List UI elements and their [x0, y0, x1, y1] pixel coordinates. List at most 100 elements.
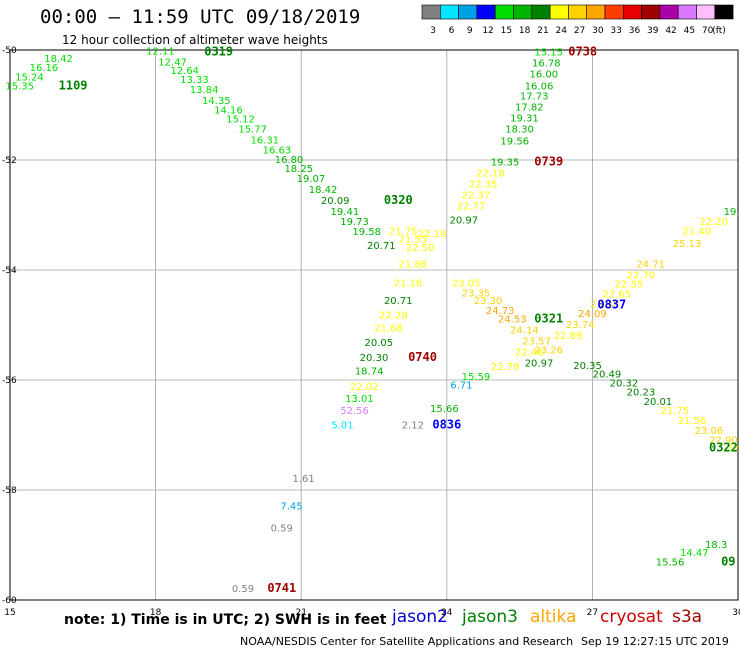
wave-height-label: 6.71	[450, 380, 472, 391]
track-0321: 23.0523.3523.3024.7324.5324.1423.5723.26…	[452, 279, 740, 455]
wave-height-label: 20.23	[627, 387, 656, 398]
wave-height-label: 16.63	[263, 145, 292, 156]
y-tick-label: -56	[2, 376, 17, 386]
x-tick-label: 15	[4, 608, 15, 618]
wave-height-label: 16.31	[250, 136, 279, 147]
wave-height-label: 20.49	[593, 369, 622, 380]
legend-label: 27	[574, 26, 585, 36]
wave-height-label: 18.42	[44, 54, 73, 65]
wave-height-label: 20.01	[644, 397, 673, 408]
x-tick-label: 30	[732, 608, 740, 618]
wave-height-label: 18.74	[355, 367, 384, 378]
wave-height-label: 23.06	[695, 426, 724, 437]
legend-label: 9	[467, 26, 473, 36]
wave-height-label: 15.24	[15, 72, 44, 83]
wave-height-label: 19.41	[331, 207, 360, 218]
wave-height-label: 12.64	[170, 66, 199, 77]
satellite-s3a: s3a	[672, 607, 703, 627]
pass-time-label: 0837	[597, 298, 626, 312]
wave-height-label: 22.77	[457, 202, 486, 213]
wave-height-label: 20.97	[525, 358, 554, 369]
wave-height-label: 5.01	[331, 420, 353, 431]
wave-height-label: 20.71	[367, 241, 396, 252]
legend-swatch	[714, 4, 734, 20]
wave-height-label: 0.59	[271, 523, 293, 534]
legend-label: 24	[556, 26, 568, 36]
wave-height-label: 2.12	[402, 420, 424, 431]
wave-height-label: 19.58	[352, 227, 381, 238]
footer-note: note: 1) Time is in UTC; 2) SWH is in fe…	[64, 612, 387, 628]
wave-height-label: 25.13	[673, 239, 702, 250]
wave-height-label: 7.45	[280, 501, 302, 512]
satellite-jason3: jason3	[462, 607, 518, 627]
x-tick-label: 27	[587, 608, 598, 618]
legend-label: 42	[665, 26, 676, 36]
x-tick-label: 21	[295, 608, 306, 618]
wave-height-label: 22.05	[726, 444, 740, 455]
legend-label: 12	[482, 26, 493, 36]
legend-unit: (ft)	[712, 26, 726, 36]
pass-time-label: 0740	[408, 350, 437, 364]
wave-height-label: 20.09	[321, 196, 350, 207]
wave-height-label: 22.70	[627, 270, 656, 281]
wave-height-label: 24.73	[486, 306, 515, 317]
page-subtitle: 12 hour collection of altimeter wave hei…	[62, 33, 328, 47]
legend-label: 3	[430, 26, 436, 36]
wave-height-label: 22.79	[491, 362, 520, 373]
wave-height-label: 21.18	[394, 279, 423, 290]
wave-height-label: 52.56	[340, 406, 369, 417]
track-0741: 1.61 7.45 0.59 0.59 0741	[232, 474, 315, 595]
plot-frame	[9, 49, 739, 601]
wave-height-label: 24.14	[510, 325, 539, 336]
wave-height-label: 18.30	[505, 125, 534, 136]
wave-height-label: 21.56	[678, 416, 707, 427]
pass-time-label: 0322	[709, 441, 738, 455]
legend-label: 15	[501, 26, 512, 36]
wave-height-label: 15.56	[656, 557, 685, 568]
wave-height-label: 20.35	[573, 361, 602, 372]
y-tick-label: -52	[2, 156, 17, 166]
legend-label: 33	[610, 26, 621, 36]
wave-height-label: 15.15	[534, 48, 563, 59]
wave-height-label: 20.30	[360, 353, 389, 364]
wave-height-label: 18.42	[309, 185, 338, 196]
wave-height-label: 14.16	[214, 105, 243, 116]
pass-time-label: 0321	[534, 311, 563, 325]
legend-label: 6	[449, 26, 455, 36]
wave-height-label: 16.00	[530, 70, 559, 81]
wave-height-label: 22.18	[476, 169, 505, 180]
wave-height-label: 23.57	[522, 336, 551, 347]
wave-height-label: 16.80	[275, 155, 304, 166]
timestamp-text: Sep 19 12:27:15 UTC 2019	[581, 635, 729, 648]
wave-height-label: 22.28	[379, 310, 408, 321]
wave-height-label: 21.75	[661, 406, 690, 417]
wave-height-label: 22.20	[699, 217, 728, 228]
y-tick-label: -50	[2, 46, 17, 56]
wave-height-label: 22.35	[614, 280, 643, 291]
x-tick-label: 24	[441, 608, 453, 618]
legend-label: 39	[647, 26, 659, 36]
legend-label: 70	[702, 26, 714, 36]
wave-height-label: 22.35	[469, 180, 498, 191]
color-legend: 3 6 9 12 15 18 21 24 27 30 33 36 39 42 45 70(ft)	[421, 4, 734, 36]
wave-height-label: 19.35	[491, 158, 520, 169]
wave-height-label: 19.93	[724, 207, 740, 218]
wave-height-label: 17.73	[520, 92, 549, 103]
wave-height-label: 23.05	[452, 279, 481, 290]
wave-height-label: 18.25	[284, 164, 313, 175]
x-tick-label: 18	[150, 608, 162, 618]
wave-height-label: 20.05	[365, 338, 394, 349]
wave-height-label: 23.26	[534, 346, 563, 357]
legend-label: 36	[629, 26, 641, 36]
pass-time-label: 09	[721, 554, 735, 568]
wave-height-label: 22.02	[350, 382, 379, 393]
wave-height-label: 19.07	[297, 174, 326, 185]
wave-height-label: 0.59	[232, 584, 254, 595]
y-tick-label: -58	[2, 486, 17, 496]
page-title: 00:00 – 11:59 UTC 09/18/2019	[40, 6, 361, 28]
wave-height-label: 15.66	[430, 404, 459, 415]
wave-height-label: 19.73	[340, 217, 369, 228]
pass-time-label: 0836	[432, 417, 461, 431]
